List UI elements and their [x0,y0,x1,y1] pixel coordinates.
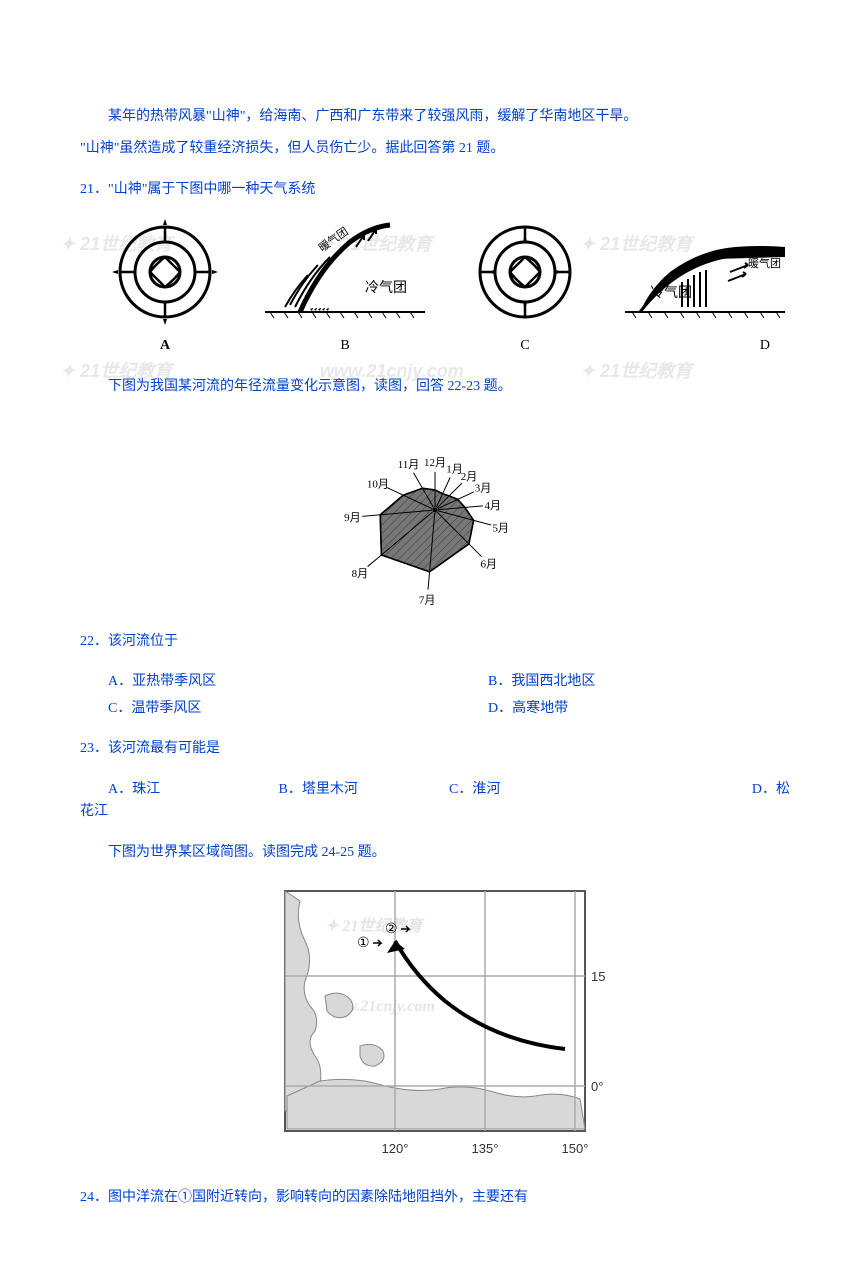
diagram-label-d: D [620,333,790,360]
svg-text:10月: 10月 [367,478,389,490]
q22-opt-c: C．温带季风区 [80,696,488,723]
question-22: 22．该河流位于 [80,629,790,656]
svg-text:12月: 12月 [424,457,446,469]
cold-label-d: 冷气团 [650,285,692,301]
svg-text:120°: 120° [382,1141,409,1156]
q23-opt-c: C．淮河 [449,777,620,804]
diagram-b: 暖气团 冷气团 B [260,217,430,360]
svg-text:①: ① [357,936,370,951]
q23-opt-b: B．塔里木河 [279,777,450,804]
svg-text:8月: 8月 [352,568,369,580]
q22-opt-b: B．我国西北地区 [488,669,790,696]
svg-text:6月: 6月 [480,558,497,570]
q22-opt-a: A．亚热带季风区 [80,669,488,696]
svg-text:②: ② [385,922,398,937]
intro1-line2: "山神"虽然造成了较重经济损失，但人员伤亡少。据此回答第 21 题。 [80,141,504,156]
q23-opt-d-pre: D．松 [620,777,791,804]
q22-options-row2: C．温带季风区 D．高寒地带 [80,696,790,723]
warm-label: 暖气团 [316,224,351,254]
question-23: 23．该河流最有可能是 [80,736,790,763]
svg-text:3月: 3月 [475,482,492,494]
svg-text:2月: 2月 [461,471,478,483]
svg-text:135°: 135° [472,1141,499,1156]
world-map: ✦ 21世纪教育www.21cnjy.com①②15°0°120°135°150… [80,881,790,1171]
intro-3: 下图为世界某区域简图。读图完成 24-25 题。 [80,840,790,867]
intro-paragraph-1: 某年的热带风暴"山神"，给海南、广西和广东带来了较强风雨，缓解了华南地区干旱。 [80,104,790,131]
svg-text:✦ 21世纪教育: ✦ 21世纪教育 [325,917,425,935]
svg-text:0°: 0° [591,1079,603,1094]
svg-text:9月: 9月 [344,512,361,524]
radial-flow-chart: 1月2月3月4月5月6月7月8月9月10月11月12月 [80,415,790,615]
weather-system-diagrams: A [80,217,790,360]
question-21: 21．"山神"属于下图中哪一种天气系统 [80,177,790,204]
intro-paragraph-1b: "山神"虽然造成了较重经济损失，但人员伤亡少。据此回答第 21 题。 [80,136,790,163]
svg-text:4月: 4月 [485,500,502,512]
diagram-label-c: C [440,333,610,360]
svg-text:15°: 15° [591,969,605,984]
svg-text:150°: 150° [562,1141,589,1156]
warm-label-d: 暖气团 [748,256,781,270]
diagram-label-b: B [260,333,430,360]
diagram-c: C [440,217,610,360]
diagram-a: A [80,217,250,360]
svg-text:11月: 11月 [398,459,420,471]
q22-options-row1: A．亚热带季风区 B．我国西北地区 [80,669,790,696]
diagram-label-a: A [80,333,250,360]
svg-text:5月: 5月 [492,522,509,534]
q22-opt-d: D．高寒地带 [488,696,790,723]
intro-2: 下图为我国某河流的年径流量变化示意图，读图，回答 22-23 题。 [80,374,790,401]
diagram-d: 暖气团 冷气团 D [620,217,790,360]
svg-text:7月: 7月 [419,594,436,606]
intro1-line1: 某年的热带风暴"山神"，给海南、广西和广东带来了较强风雨，缓解了华南地区干旱。 [108,109,637,124]
q23-opt-a: A．珠江 [108,777,279,804]
question-24: 24．图中洋流在①国附近转向，影响转向的因素除陆地阻挡外，主要还有 [80,1185,790,1212]
q23-options: A．珠江 B．塔里木河 C．淮河 D．松 [80,777,790,804]
cold-label: 冷气团 [365,280,407,296]
